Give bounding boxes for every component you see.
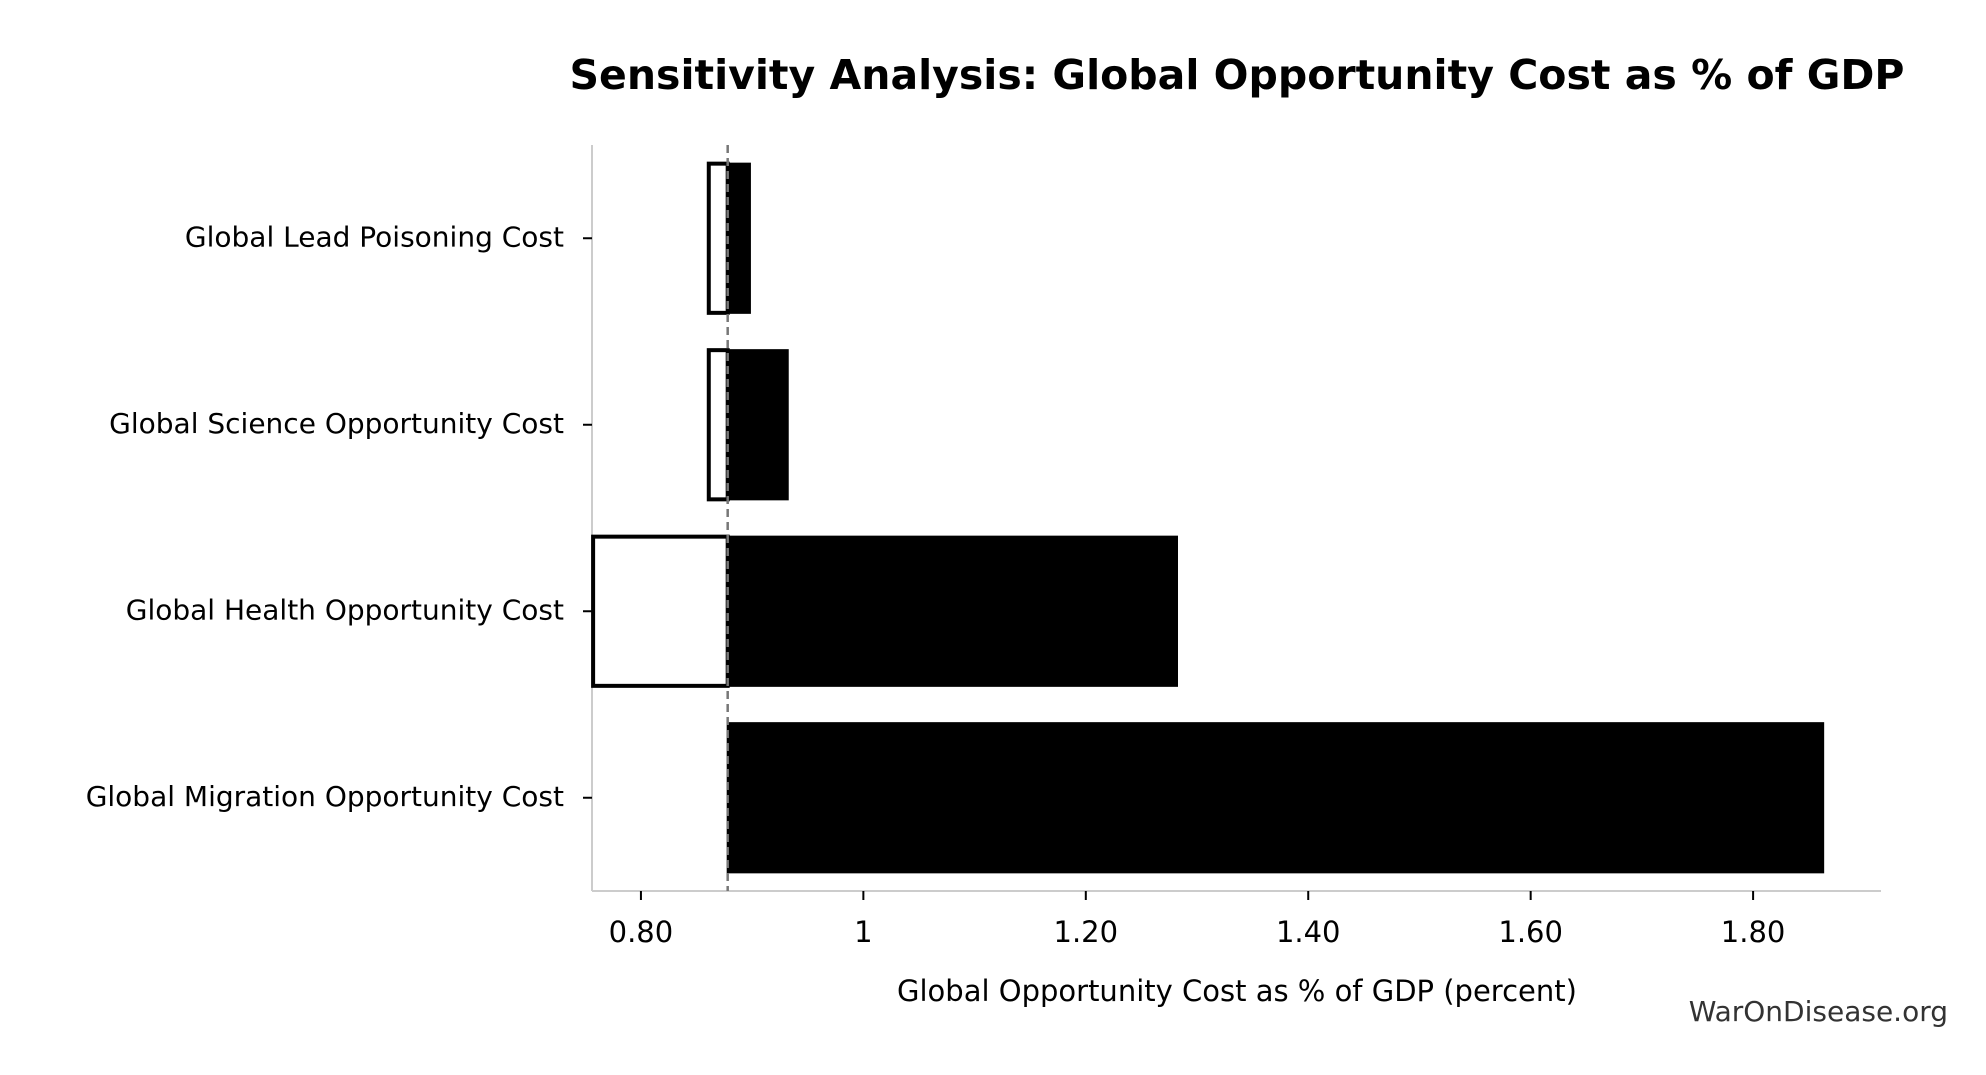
x-tick-label: 1.20	[1054, 915, 1119, 949]
high-bar	[726, 722, 1825, 874]
y-tick-label: Global Lead Poisoning Cost	[185, 220, 564, 253]
x-axis-label: Global Opportunity Cost as % of GDP (per…	[897, 974, 1577, 1008]
x-tick-label: 0.80	[609, 915, 674, 949]
x-tick-label: 1	[854, 915, 872, 949]
low-bar	[706, 348, 730, 502]
low-bar	[591, 534, 730, 688]
y-tick-label: Global Migration Opportunity Cost	[86, 780, 564, 813]
x-tick-label: 1.80	[1721, 915, 1786, 949]
x-tick-label: 1.40	[1276, 915, 1341, 949]
high-bar	[726, 349, 789, 501]
high-bar	[726, 162, 751, 314]
y-tick-label: Global Health Opportunity Cost	[126, 593, 564, 626]
chart-title: Sensitivity Analysis: Global Opportunity…	[570, 51, 1905, 99]
x-tick-label: 1.60	[1498, 915, 1563, 949]
high-bar	[726, 535, 1178, 687]
watermark: WarOnDisease.org	[1689, 995, 1948, 1028]
y-tick-label: Global Science Opportunity Cost	[109, 407, 564, 440]
low-bar	[706, 161, 730, 315]
